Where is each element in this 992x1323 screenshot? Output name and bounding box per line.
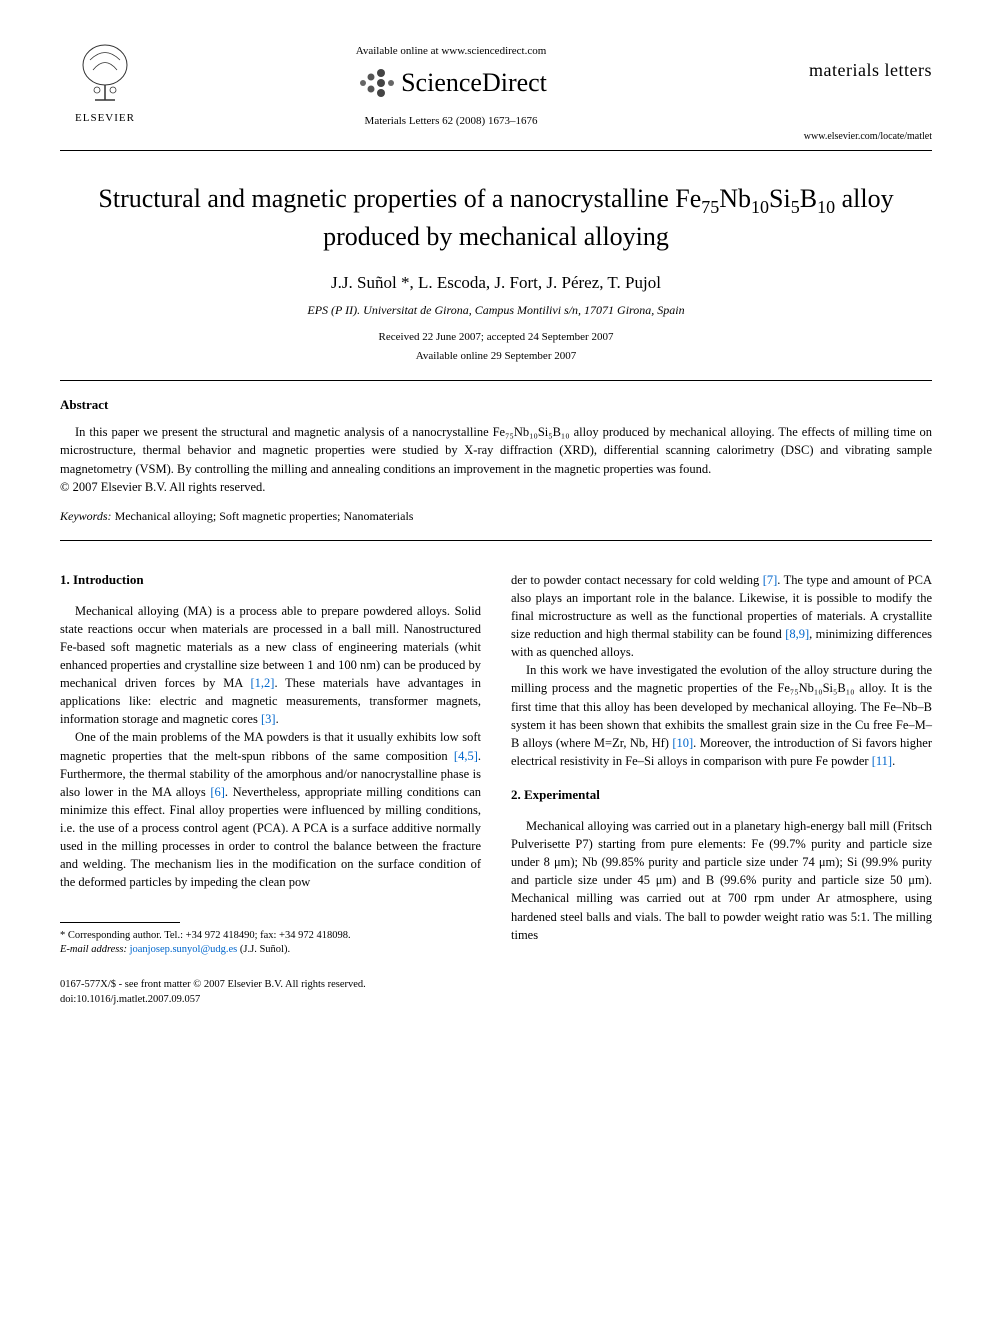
email-label: E-mail address:	[60, 944, 127, 955]
body-text: .	[276, 712, 279, 726]
keywords-text: Mechanical alloying; Soft magnetic prope…	[112, 509, 414, 523]
journal-name: materials letters	[752, 60, 932, 81]
abstract-text: In this paper we present the structural …	[60, 423, 932, 477]
abstract-bottom-divider	[60, 540, 932, 541]
citation-link[interactable]: [4,5]	[454, 749, 478, 763]
sciencedirect-dots-icon	[355, 63, 395, 103]
elsevier-logo-block: ELSEVIER	[60, 40, 150, 124]
affiliation: EPS (P II). Universitat de Girona, Campu…	[60, 303, 932, 318]
article-title: Structural and magnetic properties of a …	[60, 181, 932, 255]
citation-link[interactable]: [8,9]	[785, 627, 809, 641]
title-sub: 5	[791, 197, 800, 217]
copyright: © 2007 Elsevier B.V. All rights reserved…	[60, 480, 932, 495]
title-text: Nb	[719, 184, 751, 213]
title-text: B	[800, 184, 817, 213]
introduction-heading: 1. Introduction	[60, 571, 481, 590]
citation-link[interactable]: [6]	[210, 785, 225, 799]
footnote-separator	[60, 922, 180, 923]
right-header: materials letters www.elsevier.com/locat…	[752, 40, 932, 142]
title-text: Structural and magnetic properties of a …	[98, 184, 701, 213]
elsevier-tree-icon	[75, 40, 135, 110]
keywords-row: Keywords: Mechanical alloying; Soft magn…	[60, 509, 932, 524]
body-paragraph: Mechanical alloying (MA) is a process ab…	[60, 602, 481, 729]
keywords-label: Keywords:	[60, 509, 112, 523]
title-text: Si	[769, 184, 791, 213]
body-text: . Nevertheless, appropriate milling cond…	[60, 785, 481, 890]
title-sub: 75	[701, 197, 719, 217]
title-sub: 10	[751, 197, 769, 217]
citation-link[interactable]: [1,2]	[250, 676, 274, 690]
journal-url: www.elsevier.com/locate/matlet	[752, 131, 932, 142]
sciencedirect-logo: ScienceDirect	[150, 63, 752, 103]
body-text: One of the main problems of the MA powde…	[60, 730, 481, 762]
sciencedirect-text: ScienceDirect	[401, 68, 547, 98]
experimental-heading: 2. Experimental	[511, 786, 932, 805]
footnote-email-line: E-mail address: joanjosep.sunyol@udg.es …	[60, 943, 481, 958]
citation-link[interactable]: [11]	[872, 754, 892, 768]
header-row: ELSEVIER Available online at www.science…	[60, 40, 932, 142]
footnote-line: * Corresponding author. Tel.: +34 972 41…	[60, 929, 481, 944]
authors: J.J. Suñol *, L. Escoda, J. Fort, J. Pér…	[60, 273, 932, 293]
body-paragraph: One of the main problems of the MA powde…	[60, 728, 481, 891]
citation-link[interactable]: [3]	[261, 712, 276, 726]
abstract-label: Abstract	[60, 397, 932, 413]
received-date: Received 22 June 2007; accepted 24 Septe…	[60, 330, 932, 345]
center-header: Available online at www.sciencedirect.co…	[150, 40, 752, 127]
right-column: der to powder contact necessary for cold…	[511, 571, 932, 1008]
body-paragraph: Mechanical alloying was carried out in a…	[511, 817, 932, 944]
available-date: Available online 29 September 2007	[60, 349, 932, 364]
title-sub: 10	[817, 197, 835, 217]
journal-reference: Materials Letters 62 (2008) 1673–1676	[150, 115, 752, 127]
body-columns: 1. Introduction Mechanical alloying (MA)…	[60, 571, 932, 1008]
issn-line: 0167-577X/$ - see front matter © 2007 El…	[60, 978, 481, 993]
corresponding-author-footnote: * Corresponding author. Tel.: +34 972 41…	[60, 929, 481, 958]
doi-line: doi:10.1016/j.matlet.2007.09.057	[60, 993, 481, 1008]
abstract-top-divider	[60, 380, 932, 381]
citation-link[interactable]: [10]	[672, 736, 693, 750]
body-paragraph: In this work we have investigated the ev…	[511, 661, 932, 770]
body-text: .	[892, 754, 895, 768]
body-text: der to powder contact necessary for cold…	[511, 573, 763, 587]
email-link[interactable]: joanjosep.sunyol@udg.es	[130, 944, 238, 955]
citation-link[interactable]: [7]	[763, 573, 778, 587]
available-online-text: Available online at www.sciencedirect.co…	[150, 45, 752, 57]
bottom-info: 0167-577X/$ - see front matter © 2007 El…	[60, 978, 481, 1007]
body-paragraph: der to powder contact necessary for cold…	[511, 571, 932, 662]
email-name: (J.J. Suñol).	[240, 944, 290, 955]
elsevier-label: ELSEVIER	[75, 112, 135, 124]
left-column: 1. Introduction Mechanical alloying (MA)…	[60, 571, 481, 1008]
header-divider	[60, 150, 932, 151]
